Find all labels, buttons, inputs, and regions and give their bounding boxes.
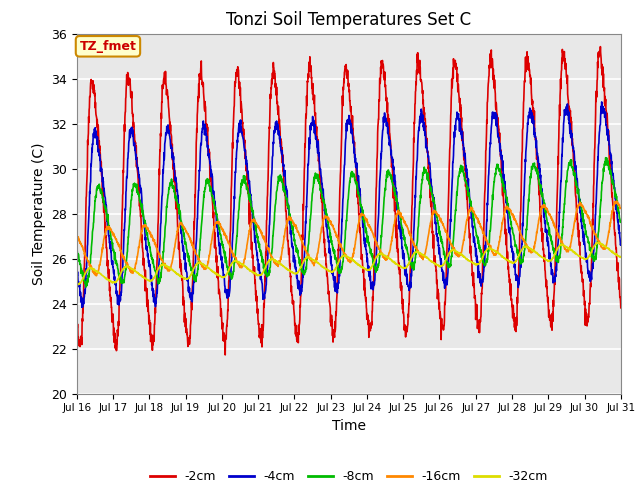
-2cm	[617, 305, 625, 311]
-8cm	[507, 221, 515, 227]
Line: -4cm: -4cm	[77, 102, 621, 307]
-16cm	[376, 248, 384, 253]
Line: -2cm: -2cm	[77, 47, 621, 355]
Line: -16cm: -16cm	[77, 201, 621, 276]
-4cm	[617, 240, 625, 246]
-32cm	[584, 255, 592, 261]
-2cm	[221, 352, 229, 358]
-32cm	[376, 251, 384, 257]
Line: -8cm: -8cm	[77, 157, 621, 287]
-32cm	[225, 268, 232, 274]
-4cm	[73, 270, 81, 276]
Y-axis label: Soil Temperature (C): Soil Temperature (C)	[31, 143, 45, 285]
-32cm	[507, 259, 515, 264]
-32cm	[569, 249, 577, 254]
-16cm	[613, 198, 621, 204]
-16cm	[617, 205, 625, 211]
-4cm	[584, 269, 592, 275]
-8cm	[376, 247, 384, 252]
-2cm	[365, 317, 372, 323]
Line: -32cm: -32cm	[77, 242, 621, 285]
-4cm	[225, 287, 232, 293]
-16cm	[93, 273, 100, 279]
-32cm	[73, 282, 81, 288]
-8cm	[73, 246, 81, 252]
-16cm	[507, 209, 515, 215]
Text: TZ_fmet: TZ_fmet	[79, 40, 136, 53]
-8cm	[365, 241, 372, 247]
-8cm	[584, 237, 592, 242]
-32cm	[617, 254, 625, 260]
-2cm	[596, 44, 604, 49]
Legend: -2cm, -4cm, -8cm, -16cm, -32cm: -2cm, -4cm, -8cm, -16cm, -32cm	[145, 465, 553, 480]
-4cm	[598, 99, 605, 105]
-2cm	[569, 148, 577, 154]
-2cm	[376, 78, 384, 84]
-16cm	[73, 233, 81, 239]
-4cm	[569, 144, 577, 149]
X-axis label: Time: Time	[332, 419, 366, 433]
-4cm	[376, 168, 384, 174]
-16cm	[569, 229, 577, 235]
-2cm	[73, 316, 81, 322]
-32cm	[74, 282, 81, 288]
-32cm	[365, 267, 372, 273]
-16cm	[225, 240, 232, 245]
-8cm	[82, 284, 90, 290]
-16cm	[365, 222, 372, 228]
-2cm	[507, 296, 515, 302]
-8cm	[602, 155, 609, 160]
-8cm	[225, 268, 232, 274]
-4cm	[365, 263, 372, 269]
-2cm	[225, 278, 232, 284]
-4cm	[507, 240, 515, 245]
-2cm	[584, 319, 592, 325]
-32cm	[595, 240, 603, 245]
-16cm	[584, 213, 592, 219]
-8cm	[569, 168, 577, 173]
Title: Tonzi Soil Temperatures Set C: Tonzi Soil Temperatures Set C	[226, 11, 472, 29]
-8cm	[617, 218, 625, 224]
-4cm	[79, 304, 86, 310]
